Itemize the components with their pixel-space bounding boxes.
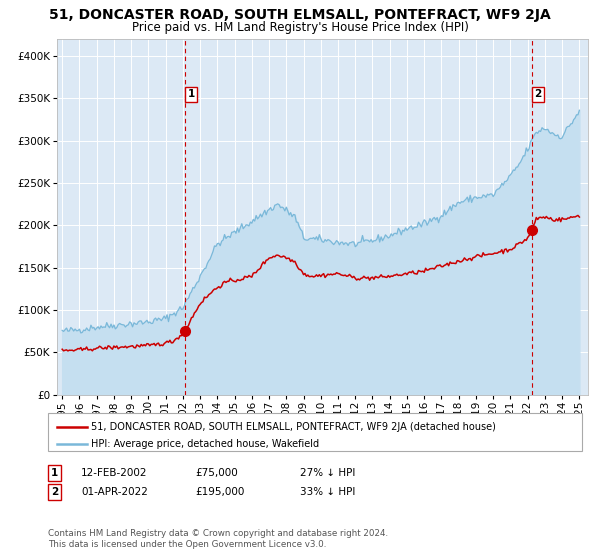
- Text: HPI: Average price, detached house, Wakefield: HPI: Average price, detached house, Wake…: [91, 438, 319, 449]
- Text: 33% ↓ HPI: 33% ↓ HPI: [300, 487, 355, 497]
- Text: Price paid vs. HM Land Registry's House Price Index (HPI): Price paid vs. HM Land Registry's House …: [131, 21, 469, 34]
- Text: 1: 1: [188, 89, 195, 99]
- Text: 2: 2: [51, 487, 58, 497]
- Text: 12-FEB-2002: 12-FEB-2002: [81, 468, 148, 478]
- Text: £195,000: £195,000: [195, 487, 244, 497]
- Text: Contains HM Land Registry data © Crown copyright and database right 2024.
This d: Contains HM Land Registry data © Crown c…: [48, 529, 388, 549]
- Text: 01-APR-2022: 01-APR-2022: [81, 487, 148, 497]
- Text: 51, DONCASTER ROAD, SOUTH ELMSALL, PONTEFRACT, WF9 2JA: 51, DONCASTER ROAD, SOUTH ELMSALL, PONTE…: [49, 8, 551, 22]
- Text: 1: 1: [51, 468, 58, 478]
- Text: £75,000: £75,000: [195, 468, 238, 478]
- Text: 51, DONCASTER ROAD, SOUTH ELMSALL, PONTEFRACT, WF9 2JA (detached house): 51, DONCASTER ROAD, SOUTH ELMSALL, PONTE…: [91, 422, 496, 432]
- Text: 27% ↓ HPI: 27% ↓ HPI: [300, 468, 355, 478]
- Text: 2: 2: [535, 89, 542, 99]
